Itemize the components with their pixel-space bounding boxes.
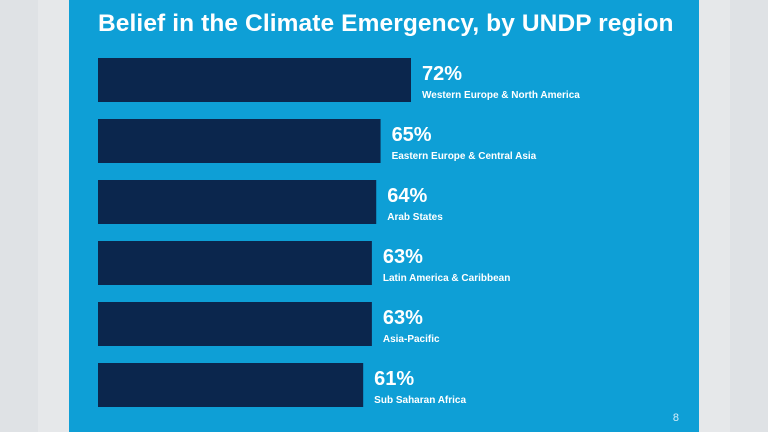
bar-category-label: Arab States	[387, 212, 443, 223]
bar-4	[98, 302, 372, 346]
bar-1	[98, 119, 381, 163]
background-right-panel	[730, 0, 768, 432]
presentation-slide: Belief in the Climate Emergency, by UNDP…	[69, 0, 699, 432]
bar-value-label: 65%	[392, 124, 432, 146]
chart-title: Belief in the Climate Emergency, by UNDP…	[98, 10, 674, 37]
bar-3	[98, 241, 372, 285]
bar-category-label: Latin America & Caribbean	[383, 273, 510, 284]
bar-category-label: Sub Saharan Africa	[374, 395, 466, 406]
bar-value-label: 63%	[383, 307, 423, 329]
bar-5	[98, 363, 364, 407]
background-left-panel	[0, 0, 38, 432]
bar-category-label: Asia-Pacific	[383, 334, 440, 345]
bar-value-label: 72%	[422, 63, 462, 85]
page-number: 8	[672, 412, 679, 424]
bar-category-label: Eastern Europe & Central Asia	[392, 151, 537, 162]
bar-category-label: Western Europe & North America	[422, 90, 580, 101]
bar-2	[98, 180, 377, 224]
bar-value-label: 64%	[387, 185, 427, 207]
bar-chart: 72% Western Europe & North America 65% East…	[98, 58, 580, 407]
bar-0	[98, 58, 411, 102]
bar-value-label: 61%	[374, 368, 414, 390]
bar-value-label: 63%	[383, 246, 423, 268]
